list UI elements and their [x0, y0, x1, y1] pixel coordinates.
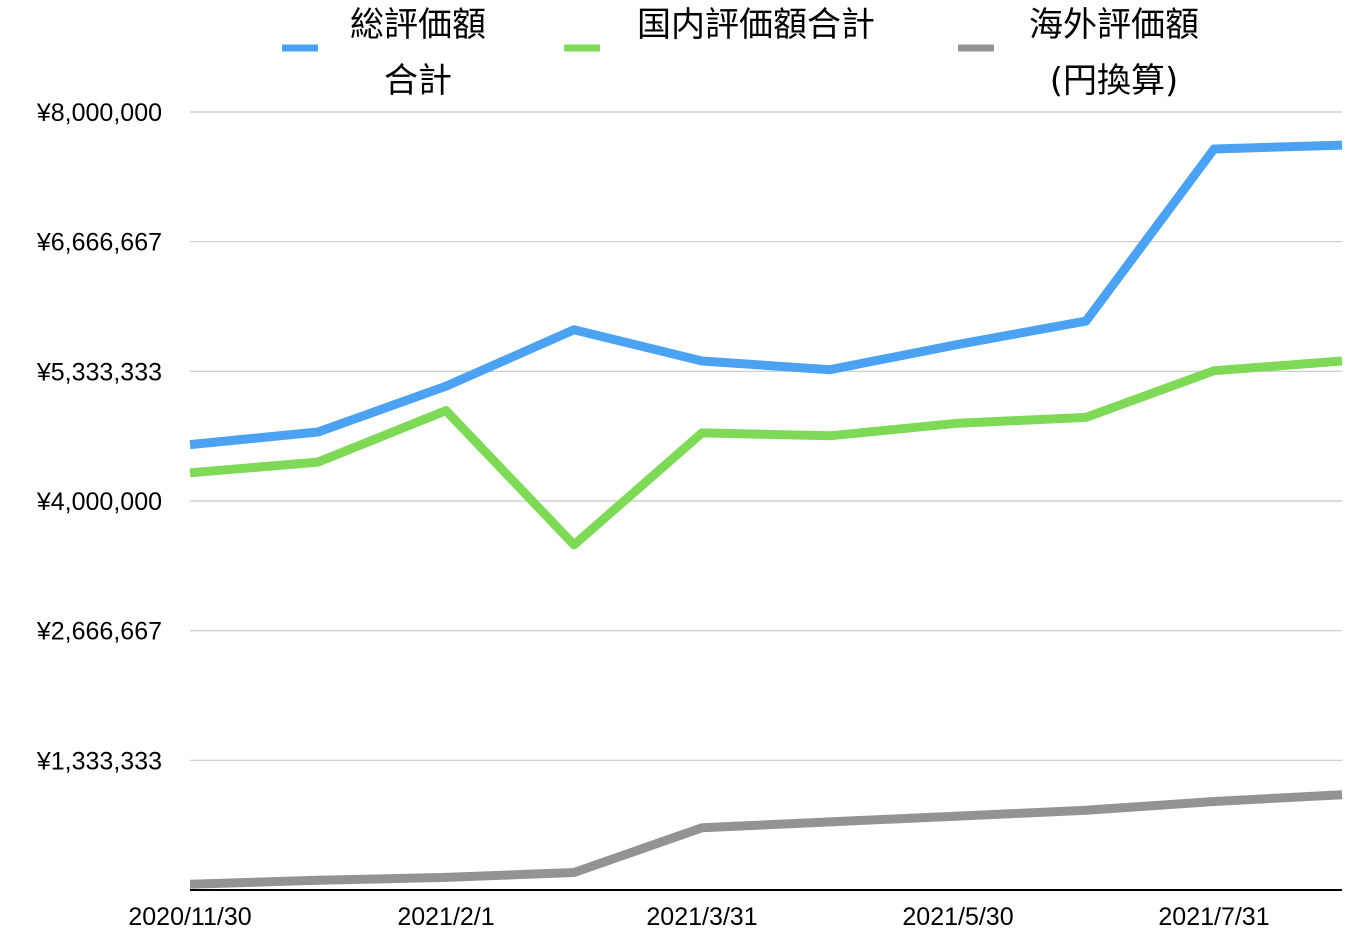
y-tick-label: ¥5,333,333: [36, 358, 162, 386]
y-tick-label: ¥8,000,000: [36, 99, 162, 127]
total-value-line: [189, 140, 1343, 450]
legend-label: 総評価額: [350, 5, 486, 45]
x-tick-label: 2021/7/31: [1158, 903, 1269, 931]
foreign-value-line: [189, 790, 1343, 889]
legend-label: 国内評価額合計: [637, 5, 875, 45]
legend-label: 合計: [384, 61, 452, 101]
y-tick-label: ¥4,000,000: [36, 488, 162, 516]
domestic-value-line: [189, 356, 1343, 550]
series-lines: [189, 140, 1343, 889]
x-tick-label: 2021/5/30: [902, 903, 1013, 931]
y-tick-label: ¥1,333,333: [36, 747, 162, 775]
x-tick-label: 2021/2/1: [397, 903, 494, 931]
legend-label: 海外評価額: [1029, 5, 1199, 45]
y-tick-label: ¥6,666,667: [36, 229, 162, 257]
x-tick-label: 2021/3/31: [646, 903, 757, 931]
y-tick-label: ¥2,666,667: [36, 618, 162, 646]
grid-lines: [190, 111, 1342, 761]
legend-label: (円換算): [1050, 61, 1179, 101]
x-axis-labels: 2020/11/30 2021/2/1 2021/3/31 2021/5/30 2021…: [128, 903, 1269, 931]
y-axis-labels: ¥8,000,000 ¥6,666,667 ¥5,333,333 ¥4,000,000…: [36, 99, 162, 775]
x-tick-label: 2020/11/30: [128, 903, 251, 931]
